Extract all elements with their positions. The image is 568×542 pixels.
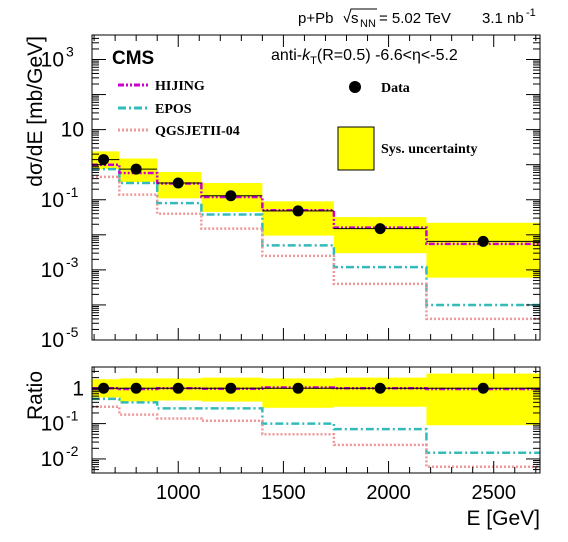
ratio-data-points: [92, 382, 540, 394]
legend-data-marker: [349, 81, 361, 93]
selection-label: anti-kT(R=0.5) -6.6<η<-5.2: [271, 47, 458, 67]
ratio-y-ticks: 110-110-2: [41, 366, 540, 474]
x-axis-label: E [GeV]: [466, 507, 540, 530]
header-sqrt-symbol: [343, 8, 377, 24]
ratio-y-tick-label: 10: [41, 413, 64, 436]
legend: HIJING EPOS QGSJETII-04 Data Sys. uncert…: [118, 79, 477, 171]
header-system: p+Pb: [298, 10, 333, 27]
ratio-sys-band: [426, 373, 540, 426]
top-y-tick-label-exp: -5: [66, 324, 79, 340]
selection-pre: anti-: [271, 47, 302, 64]
top-data-point: [374, 223, 386, 235]
ratio-data-point: [172, 382, 184, 394]
ratio-data-point: [292, 382, 304, 394]
ratio-x-ticks: [93, 367, 537, 473]
ratio-sys-bands: [92, 373, 540, 426]
cms-label: CMS: [112, 48, 154, 69]
top-y-tick-label: 10: [41, 259, 64, 282]
x-tick-label: 2000: [366, 482, 411, 504]
legend-sys-label: Sys. uncertainty: [381, 142, 477, 157]
ratio-data-point: [477, 382, 489, 394]
ratio-frame: [91, 366, 541, 474]
top-frame: [91, 34, 541, 341]
header-sqrt-s: s: [351, 10, 359, 27]
top-sys-band: [426, 222, 540, 278]
top-data-point: [98, 154, 110, 166]
top-data-points: [92, 154, 540, 247]
legend-epos-label: EPOS: [155, 102, 192, 117]
legend-hijing-label: HIJING: [155, 79, 205, 94]
ratio-y-tick-label: 10: [41, 448, 64, 471]
x-tick-labels: 1000 1500 2000 2500: [156, 482, 516, 504]
selection-k: k: [302, 47, 311, 64]
ratio-data-point: [225, 382, 237, 394]
top-data-point: [172, 177, 184, 189]
ratio-y-axis-label: Ratio: [24, 371, 47, 420]
top-x-ticks: [93, 35, 537, 340]
top-model-epos: [92, 167, 540, 307]
top-sys-bands: [92, 151, 540, 278]
top-data-point: [225, 190, 237, 202]
header-lumi: 3.1 nb: [482, 10, 524, 27]
legend-qgsjet-label: QGSJETII-04: [155, 124, 240, 139]
x-tick-label: 1500: [261, 482, 306, 504]
top-y-tick-label-exp: -1: [66, 184, 79, 200]
ratio-y-tick-label-exp: -1: [66, 408, 79, 424]
top-model-qgsjetii-04: [92, 175, 540, 321]
selection-k-sub: T: [310, 55, 317, 67]
top-y-tick-label-exp: 3: [66, 44, 74, 60]
ratio-model-qgsjetii-04: [92, 405, 540, 469]
ratio-data-point: [130, 382, 142, 394]
header-energy: = 5.02 TeV: [379, 10, 451, 27]
top-data-point: [477, 235, 489, 247]
ratio-panel: 110-110-2 Ratio 1000 1500 2000 2500 E [GeV]: [24, 366, 541, 530]
top-y-tick-label-exp: -3: [66, 254, 79, 270]
top-sys-band: [333, 217, 427, 254]
ratio-data-point: [374, 382, 386, 394]
legend-sys-box: [337, 126, 375, 171]
selection-post: (R=0.5) -6.6<η<-5.2: [317, 47, 458, 64]
header-sqrt-sub: NN: [360, 18, 376, 30]
x-tick-label: 2500: [471, 482, 516, 504]
svg-text:anti-kT(R=0.5) -6.6<η<-5.2: anti-kT(R=0.5) -6.6<η<-5.2: [271, 47, 458, 67]
ratio-model-epos: [92, 397, 540, 454]
top-y-axis-label: dσ/dE [mb/GeV]: [24, 36, 47, 187]
top-y-tick-label: 10: [41, 329, 64, 352]
top-y-tick-label: 10: [61, 119, 84, 142]
top-data-point: [292, 205, 304, 217]
ratio-y-tick-label-exp: -2: [66, 443, 79, 459]
legend-data-label: Data: [381, 81, 410, 96]
header-lumi-exp: -1: [526, 7, 536, 19]
ratio-y-tick-label: 1: [72, 377, 84, 400]
top-y-tick-label: 10: [41, 189, 64, 212]
top-y-tick-label: 10: [41, 49, 64, 72]
x-tick-label: 1000: [156, 482, 201, 504]
top-data-point: [130, 163, 142, 175]
